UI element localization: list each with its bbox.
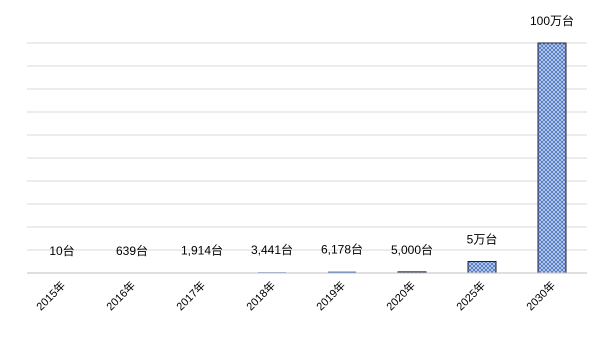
data-label: 6,178台 — [321, 242, 363, 257]
x-tick-label: 2025年 — [453, 278, 488, 313]
bar — [538, 43, 566, 273]
data-label: 5万台 — [467, 232, 498, 247]
data-label: 1,914台 — [181, 243, 223, 258]
x-tick-label: 2016年 — [103, 278, 138, 313]
data-label: 5,000台 — [391, 242, 433, 257]
x-tick-label: 2017年 — [173, 278, 208, 313]
x-tick-label: 2030年 — [523, 278, 558, 313]
x-tick-label: 2019年 — [313, 278, 348, 313]
x-tick-label: 2020年 — [383, 278, 418, 313]
data-label: 100万台 — [530, 13, 574, 28]
data-label: 10台 — [49, 243, 74, 258]
bar — [468, 262, 496, 274]
data-label: 639台 — [116, 243, 148, 258]
x-tick-label: 2015年 — [33, 278, 68, 313]
data-label: 3,441台 — [251, 242, 293, 257]
x-tick-label: 2018年 — [243, 278, 278, 313]
